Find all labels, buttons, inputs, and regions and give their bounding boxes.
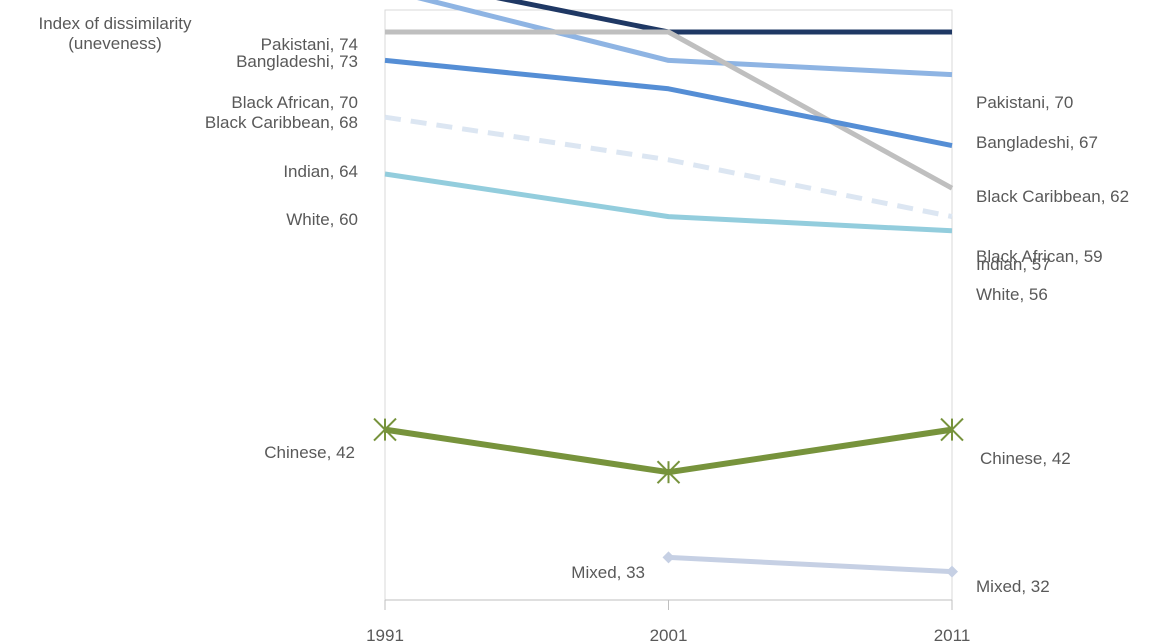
series-markers (373, 417, 964, 578)
label-end-indian: Indian, 57 (976, 255, 1051, 274)
label-end-mixed: Mixed, 32 (976, 577, 1050, 596)
label-start-pakistani: Pakistani, 74 (261, 35, 358, 54)
y-axis-title-line1: Index of dissimilarity (38, 14, 192, 33)
series-labels: Pakistani, 74 Pakistani, 70 Bangladeshi, 7… (205, 35, 1129, 596)
label-end-black-african: Black African, 59 (976, 247, 1103, 266)
label-end-white: White, 56 (976, 285, 1048, 304)
marker-chinese-2 (940, 417, 964, 442)
label-start-white: White, 60 (286, 210, 358, 229)
series-line-black-african (385, 29, 954, 191)
marker-chinese-1 (656, 460, 681, 484)
label-end-black-caribbean: Black Caribbean, 62 (976, 187, 1129, 206)
series-line-pakistani (496, 0, 952, 35)
y-axis-title-line2: (uneveness) (68, 34, 162, 53)
x-tick-label-2001: 2001 (650, 626, 688, 643)
label-end-bangladeshi: Bangladeshi, 67 (976, 133, 1098, 152)
label-end-chinese: Chinese, 42 (980, 449, 1071, 468)
label-start-black-african: Black African, 70 (231, 93, 358, 112)
marker-mixed-1 (946, 565, 958, 578)
series-lines (384, 0, 954, 575)
label-start-bangladeshi: Bangladeshi, 73 (236, 52, 358, 71)
series-line-black-caribbean (384, 57, 953, 149)
label-start-black-caribbean: Black Caribbean, 68 (205, 113, 358, 132)
x-axis: 1991 2001 2011 (366, 600, 970, 643)
series-line-mixed (668, 554, 953, 575)
label-start-chinese: Chinese, 42 (264, 443, 355, 462)
y-axis-title: Index of dissimilarity (uneveness) (10, 14, 220, 54)
label-start-indian: Indian, 64 (283, 162, 358, 181)
marker-mixed-0 (662, 551, 675, 564)
label-end-pakistani: Pakistani, 70 (976, 93, 1073, 112)
x-tick-label-1991: 1991 (366, 626, 404, 643)
plot-area-border (384, 9, 953, 601)
plot-frame (384, 9, 953, 601)
series-line-white (384, 171, 953, 234)
marker-chinese-0 (373, 417, 397, 442)
series-line-indian (384, 114, 953, 220)
series-line-bangladeshi (417, 0, 953, 78)
label-start-mixed: Mixed, 33 (571, 563, 645, 582)
x-tick-label-2011: 2011 (934, 626, 971, 643)
